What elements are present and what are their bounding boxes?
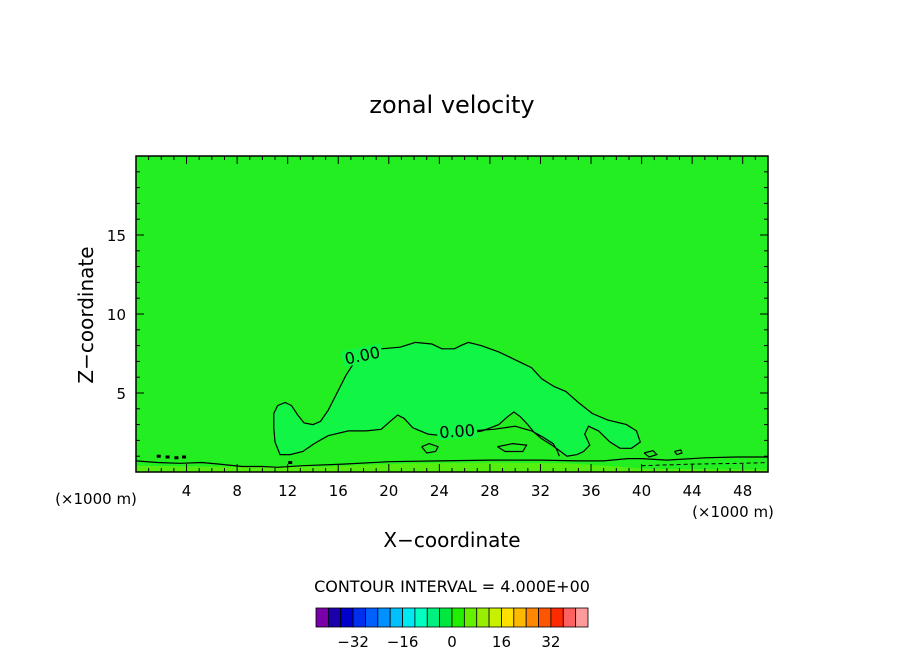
plot-area: 0.000.00 <box>135 155 769 473</box>
colorbar-tick-label: −32 <box>337 633 369 651</box>
x-tick-label: 12 <box>278 482 297 500</box>
x-tick-label: 8 <box>232 482 242 500</box>
x-axis-unit-left: (×1000 m) <box>55 490 137 508</box>
small-contour-a <box>421 442 439 454</box>
colorbar-swatch <box>463 607 478 628</box>
x-axis-unit-right: (×1000 m) <box>692 503 774 521</box>
colorbar-swatch <box>562 607 577 628</box>
x-axis-label: X−coordinate <box>383 528 520 552</box>
y-axis-label: Z−coordinate <box>74 246 98 383</box>
inner-zero-contour <box>449 425 560 457</box>
x-tick-label: 32 <box>531 482 550 500</box>
y-tick-label: 15 <box>107 227 126 245</box>
y-axis-ticks: 5 10 15 <box>107 171 768 457</box>
colorbar-swatch <box>538 607 552 628</box>
colorbar-swatch <box>550 607 564 628</box>
colorbar: −32 −16 0 16 32 <box>315 607 589 651</box>
colorbar-swatch <box>389 607 403 628</box>
contour-dot <box>165 455 170 459</box>
contour-label: 0.00 <box>439 421 476 442</box>
contour-dot <box>182 455 187 459</box>
colorbar-swatch <box>327 607 342 628</box>
small-contour-b <box>497 442 528 453</box>
x-tick-label: 20 <box>379 482 398 500</box>
y-tick-label: 5 <box>116 385 126 403</box>
colorbar-swatch <box>315 607 329 628</box>
x-tick-label: 36 <box>581 482 600 500</box>
x-tick-label: 24 <box>430 482 449 500</box>
x-tick-label: 40 <box>632 482 651 500</box>
colorbar-swatch <box>525 607 539 628</box>
contour-dot <box>174 456 179 460</box>
x-tick-label: 28 <box>480 482 499 500</box>
colorbar-swatch <box>575 607 589 628</box>
x-tick-label: 16 <box>329 482 348 500</box>
colorbar-swatch <box>377 607 391 628</box>
colorbar-swatch <box>513 607 527 628</box>
contour-dot <box>156 454 161 458</box>
small-contour-d <box>674 449 683 456</box>
colorbar-swatch <box>488 607 502 628</box>
colorbar-swatch <box>501 607 515 628</box>
y-tick-label: 10 <box>107 306 126 324</box>
colorbar-tick-label: 32 <box>541 633 560 651</box>
contour-dot <box>288 461 293 465</box>
x-axis-ticks: 4 8 12 16 20 24 28 32 36 40 44 48 <box>148 156 756 500</box>
x-tick-label: 44 <box>683 482 702 500</box>
x-tick-label: 4 <box>182 482 192 500</box>
contour-label-background <box>436 421 478 441</box>
colorbar-swatch <box>476 607 490 628</box>
small-contour-c <box>643 450 658 458</box>
colorbar-swatch <box>365 607 379 628</box>
lighter-surface-band <box>136 462 768 472</box>
near-surface-contour <box>135 456 768 468</box>
dashed-near-surface-contour <box>641 462 769 467</box>
chart-title: zonal velocity <box>369 91 534 119</box>
colorbar-swatch <box>451 607 465 628</box>
colorbar-swatch <box>426 607 441 628</box>
colorbar-swatch <box>439 607 453 628</box>
contour-label-background <box>341 343 384 368</box>
colorbar-tick-label: 16 <box>492 633 511 651</box>
colorbar-swatch <box>414 607 428 628</box>
contour-interval-label: CONTOUR INTERVAL = 4.000E+00 <box>314 577 590 596</box>
colorbar-tick-label: 0 <box>447 633 457 651</box>
colorbar-swatch <box>352 607 366 628</box>
colorbar-tick-label: −16 <box>387 633 419 651</box>
colorbar-swatch <box>402 607 416 628</box>
inner-fill-region <box>273 342 641 457</box>
x-tick-label: 48 <box>733 482 752 500</box>
colorbar-swatch <box>340 607 354 628</box>
